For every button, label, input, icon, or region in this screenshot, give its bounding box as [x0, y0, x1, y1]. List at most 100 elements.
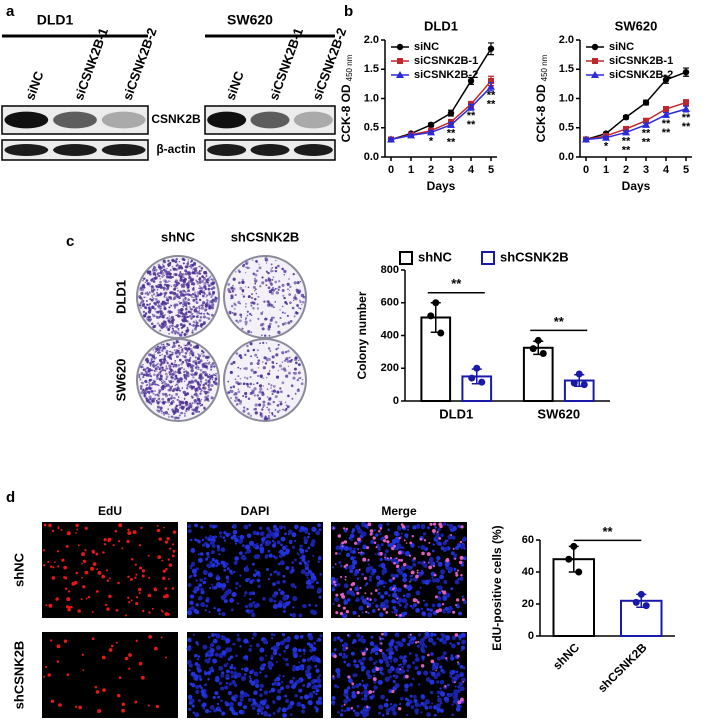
nucleus [272, 540, 274, 542]
edu-cell [364, 577, 367, 580]
edu-cell [333, 654, 337, 658]
colony-dot [283, 270, 286, 273]
colony-dot [191, 404, 193, 406]
nucleus [425, 547, 428, 550]
nucleus [358, 606, 363, 611]
colony-dot [164, 275, 165, 276]
colony-dot [198, 288, 199, 289]
nucleus [281, 537, 286, 542]
colony-dot [265, 417, 268, 420]
colony-dot [287, 288, 288, 289]
colony-dot [160, 305, 162, 307]
colony-dot [195, 410, 198, 413]
nucleus [282, 713, 287, 718]
edu-cell [95, 553, 98, 556]
colony-dot [237, 399, 240, 402]
nucleus [414, 666, 418, 670]
nucleus [245, 605, 248, 608]
colony-dot [145, 370, 147, 372]
colony-dot [247, 267, 250, 270]
edu-cell [455, 633, 459, 637]
colony-dot [179, 315, 181, 317]
colony-dot [277, 325, 279, 327]
edu-cell [340, 612, 343, 615]
colony-dot [207, 360, 208, 361]
colony-dot [258, 397, 261, 400]
edu-cell [366, 597, 368, 599]
colony-dot [154, 308, 157, 311]
colony-dot [186, 361, 187, 362]
nucleus [319, 556, 321, 558]
nucleus [234, 561, 238, 565]
colony-dot [247, 412, 250, 415]
nucleus [360, 597, 363, 600]
edu-cell [66, 545, 69, 548]
colony-dot [189, 276, 190, 277]
nucleus [269, 554, 273, 558]
nucleus [285, 566, 289, 570]
colony-dot [280, 401, 282, 403]
nucleus [383, 586, 385, 588]
nucleus [434, 526, 437, 529]
edu-cell [418, 641, 420, 643]
colony-dot [162, 393, 165, 396]
colony-dot [150, 361, 153, 364]
column-label: DAPI [241, 504, 270, 518]
nucleus [209, 710, 211, 712]
nucleus [408, 585, 413, 590]
colony-dot [265, 279, 268, 282]
nucleus [241, 676, 246, 681]
edu-cell [162, 576, 166, 580]
nucleus [402, 598, 407, 603]
nucleus [410, 640, 415, 645]
edu-cell [380, 642, 382, 644]
nucleus [193, 573, 197, 577]
colony-dot [199, 388, 201, 390]
nucleus [388, 655, 393, 660]
nucleus [214, 587, 217, 590]
colony-dot [287, 283, 290, 286]
nucleus [337, 686, 339, 688]
edu-cell [340, 576, 342, 578]
edu-cell [148, 595, 150, 597]
colony-dot [200, 305, 201, 306]
nucleus [316, 639, 318, 641]
edu-cell [113, 544, 115, 546]
nucleus [350, 534, 354, 538]
edu-cell [442, 603, 444, 605]
edu-cell [131, 599, 133, 601]
colony-dot [159, 401, 161, 403]
colony-dot [241, 281, 244, 284]
colony-dot [209, 378, 211, 380]
nucleus [307, 685, 310, 688]
nucleus [364, 524, 368, 528]
colony-dot [238, 281, 241, 284]
edu-cell [400, 559, 403, 562]
colony-dot [187, 289, 190, 292]
nucleus [312, 575, 316, 579]
colony-dot [210, 366, 212, 368]
colony-dot [186, 393, 188, 395]
colony-dot [157, 346, 159, 348]
colony-dot [140, 365, 143, 368]
nucleus [390, 703, 392, 705]
colony-dot [183, 391, 186, 394]
colony-dot [289, 357, 291, 359]
nucleus [442, 670, 446, 674]
colony-dot [263, 385, 264, 386]
nucleus [353, 664, 356, 667]
nucleus [266, 704, 269, 707]
nucleus [187, 610, 192, 615]
colony-dot [166, 375, 169, 378]
colony-dot [185, 370, 187, 372]
nucleus [288, 601, 291, 604]
nucleus [347, 686, 350, 689]
colony-dot [246, 408, 248, 410]
colony-dot [160, 308, 162, 310]
nucleus [403, 662, 406, 665]
colony-dot [178, 352, 181, 355]
colony-dot [279, 410, 281, 412]
nucleus [220, 710, 222, 712]
colony-dot [266, 377, 267, 378]
nucleus [289, 680, 293, 684]
